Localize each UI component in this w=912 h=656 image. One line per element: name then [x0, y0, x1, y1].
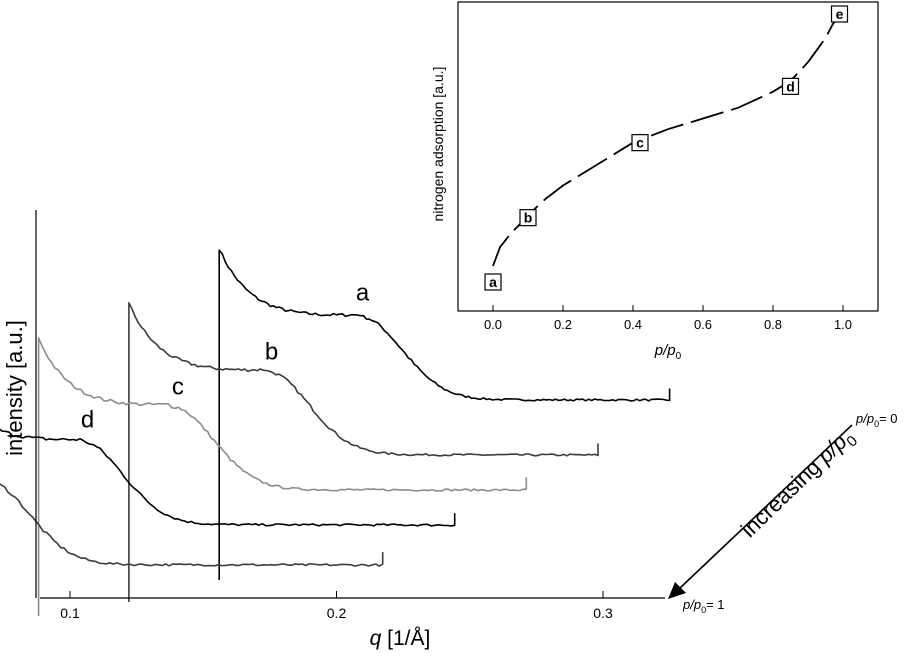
series-line-a: [218, 249, 671, 580]
inset-x-tick-label: 0.2: [554, 317, 572, 332]
pressure-start-label: p/p0= 0: [855, 411, 898, 429]
series-label-b: b: [265, 339, 278, 366]
isotherm-marker-box: [631, 134, 649, 152]
isotherm-marker-label-e: e: [836, 6, 844, 22]
inset-x-axis-label: p/p0: [654, 342, 682, 362]
inset-x-ticks: 0.0 0.2 0.4 0.6 0.8 1.0: [484, 305, 852, 332]
x-ticks: 0.1 0.2 0.3: [60, 591, 613, 621]
inset-chart: 0.0 0.2 0.4 0.6 0.8 1.0 a b c d e p/p0 nitrogen a…: [430, 1, 879, 362]
series-label-c: c: [172, 373, 184, 400]
inset-x-tick-label: 0.8: [764, 317, 782, 332]
x-axis-label: q [1/Å]: [370, 627, 431, 650]
isotherm-marker-label-a: a: [489, 274, 497, 290]
inset-y-axis-label: nitrogen adsorption [a.u.]: [430, 67, 446, 222]
pressure-arrow-head: [668, 582, 686, 599]
isotherm-marker-box: [519, 209, 537, 227]
inset-x-tick-label: 0.4: [624, 317, 642, 332]
isotherm-marker-label-c: c: [636, 135, 644, 151]
series-line-e: [0, 483, 384, 567]
series-label-a: a: [356, 280, 370, 307]
series-line-c: [37, 337, 528, 616]
isotherm-marker-box: [484, 273, 502, 291]
isotherm-marker-box: [781, 77, 800, 95]
inset-x-tick-label: 0.6: [694, 317, 712, 332]
isotherm-markers: a b c d e: [484, 5, 849, 291]
inset-frame: [457, 1, 879, 312]
series-line-b: [128, 302, 599, 602]
isotherm-curve: [492, 13, 841, 267]
x-tick-label: 0.1: [60, 605, 80, 621]
main-series-group: [0, 249, 671, 616]
isotherm-marker-label-d: d: [786, 78, 795, 94]
x-tick-label: 0.3: [593, 605, 613, 621]
isotherm-marker-box: [830, 5, 849, 23]
series-label-d: d: [81, 406, 94, 433]
pressure-end-label: p/p0= 1: [682, 597, 725, 615]
inset-x-tick-label: 0.0: [484, 317, 502, 332]
y-axis-label: intensity [a.u.]: [2, 320, 27, 456]
series-line-d: [0, 428, 456, 527]
pressure-axis-label: increasing p/p0: [736, 423, 861, 546]
pressure-arrow-line: [679, 424, 853, 589]
main-series-labels: a b c d e: [0, 280, 370, 476]
pressure-axis: increasing p/p0 p/p0= 0 p/p0= 1: [668, 411, 898, 615]
x-tick-label: 0.2: [327, 605, 347, 621]
series-label-e: e: [0, 448, 1, 475]
isotherm-marker-label-b: b: [524, 210, 533, 226]
inset-x-tick-label: 1.0: [834, 317, 852, 332]
